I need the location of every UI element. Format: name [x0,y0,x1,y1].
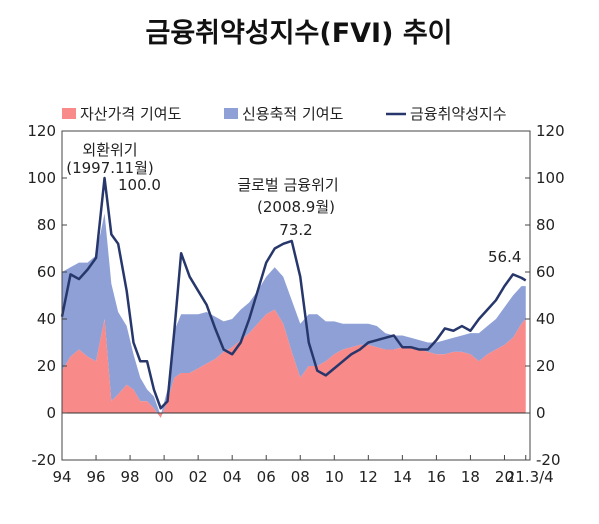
y-left-tick-label: -20 [32,451,57,469]
series-line-fvi [60,176,527,410]
legend-swatch-credit [224,108,238,119]
y-right-tick-label: 20 [536,357,555,375]
annotation-crisis-2008-date: (2008.9월) [257,198,335,216]
x-tick-label: 04 [223,468,242,486]
x-tick-label: 06 [257,468,276,486]
y-right-tick-label: 40 [536,310,555,328]
plot-areas [60,176,527,418]
y-left-tick-label: 0 [46,404,56,422]
plot-frame [61,130,531,461]
x-tick-label: 00 [155,468,174,486]
y-right-tick-label: 100 [536,169,565,187]
legend-swatch-asset-price [62,108,76,119]
x-tick-label: 08 [291,468,310,486]
annotation-peak-2008-value: 73.2 [279,221,312,239]
y-left-tick-label: 40 [37,310,56,328]
y-right-tick-label: -20 [536,451,561,469]
y-left-tick-label: 60 [37,263,56,281]
x-tick-label: 20 [495,468,514,486]
y-right-tick-label: 60 [536,263,555,281]
y-right-tick-label: 0 [536,404,546,422]
annotation-latest-value: 56.4 [488,248,521,266]
annotation-peak-1997-value: 100.0 [118,176,161,194]
x-tick-label: 14 [393,468,412,486]
annotation-crisis-1997-title: 외환위기 [82,141,137,159]
x-tick-label: 21.3/4 [506,468,554,486]
series-area-credit [62,213,526,418]
legend-label-credit: 신용축적 기여도 [242,105,344,123]
x-tick-label: 02 [189,468,208,486]
x-tick-label: 12 [359,468,378,486]
annotation-crisis-2008-title: 글로벌 금융위기 [237,176,338,194]
legend-label-fvi: 금융취약성지수 [410,105,507,123]
plot-border [61,130,531,461]
series-area-asset-price [62,309,526,418]
annotations: 외환위기 (1997.11월) 100.0 글로벌 금융위기 (2008.9월)… [66,141,521,266]
x-tick-label: 94 [52,468,71,486]
y-left-tick-label: 120 [27,122,56,140]
chart-title: 금융취약성지수(FVI) 추이 [145,18,452,49]
legend: 자산가격 기여도 신용축적 기여도 금융취약성지수 [62,105,507,123]
x-tick-label: 16 [427,468,446,486]
x-tick-label: 18 [461,468,480,486]
annotation-crisis-1997-date: (1997.11월) [66,159,154,177]
legend-label-asset-price: 자산가격 기여도 [80,105,182,123]
x-tick-label: 10 [325,468,344,486]
y-left-tick-label: 20 [37,357,56,375]
x-tick-label: 96 [86,468,105,486]
y-right-tick-label: 80 [536,216,555,234]
y-left-tick-label: 80 [37,216,56,234]
y-right-tick-label: 120 [536,122,565,140]
y-left-tick-label: 100 [27,169,56,187]
x-tick-label: 98 [121,468,140,486]
